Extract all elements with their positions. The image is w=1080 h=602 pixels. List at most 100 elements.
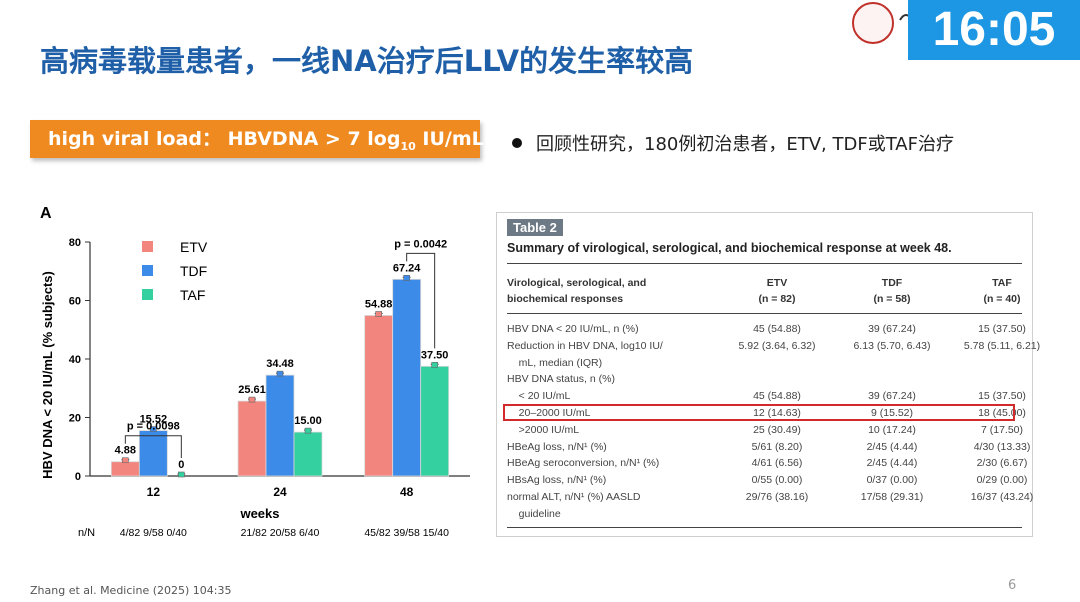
legend-label-etv: ETV bbox=[180, 239, 208, 255]
error-marker bbox=[431, 362, 438, 368]
table-cell-c0: < 20 IU/mL bbox=[507, 390, 571, 403]
p-value-annotation: p = 0.0098 bbox=[127, 421, 180, 433]
nN-values: 4/82 9/58 0/40 bbox=[120, 527, 187, 539]
bar-taf-24 bbox=[293, 431, 323, 477]
legend-label-taf: TAF bbox=[180, 287, 205, 303]
table-cell-c1: 5.92 (3.64, 6.32) bbox=[738, 339, 816, 352]
bar-etv-12 bbox=[110, 461, 140, 477]
table-cell-c0: 20–2000 IU/mL bbox=[507, 407, 591, 419]
y-axis-label: HBV DNA < 20 IU/mL (% subjects) bbox=[40, 271, 55, 479]
data-label: 4.88 bbox=[115, 445, 136, 457]
nN-values: 45/82 39/58 15/40 bbox=[364, 527, 449, 539]
table-cell-c1: 5/61 (8.20) bbox=[751, 440, 803, 453]
error-marker bbox=[276, 370, 284, 377]
legend-label-tdf: TDF bbox=[180, 263, 207, 279]
table-cell-c0: Reduction in HBV DNA, log10 IU/ bbox=[507, 339, 663, 352]
bar-chart: A HBV DNA < 20 IU/mL (% subjects) weeks … bbox=[40, 205, 470, 539]
table-cell-c0: mL, median (IQR) bbox=[507, 356, 603, 369]
banner-tail: IU/mL bbox=[415, 128, 484, 150]
table-cell-c0: HBsAg loss, n/N¹ (%) bbox=[507, 474, 607, 487]
table-cell-c3: 4/30 (13.33) bbox=[973, 440, 1031, 453]
table-cell-c2: 17/58 (29.31) bbox=[860, 491, 924, 503]
slide-title: 高病毒载量患者，一线NA治疗后LLV的发生率较高 bbox=[40, 44, 694, 78]
table-cell-c0: guideline bbox=[507, 507, 561, 520]
data-label: 37.50 bbox=[421, 349, 449, 361]
table-cell-c2: 6.13 (5.70, 6.43) bbox=[853, 339, 931, 352]
bar-etv-48 bbox=[364, 315, 394, 477]
header-etv-n: (n = 82) bbox=[758, 293, 796, 305]
data-label: 67.24 bbox=[393, 262, 421, 274]
table-row: HBsAg loss, n/N¹ (%) 0/55 (0.00) 0/37 (0.0… bbox=[507, 474, 1027, 488]
table-cell-c1: 4/61 (6.56) bbox=[751, 457, 803, 470]
bar-tdf-12 bbox=[138, 430, 168, 477]
significance-bracket bbox=[124, 435, 182, 458]
legend-swatch-tdf bbox=[142, 265, 153, 276]
table-cell-c1: 25 (30.49) bbox=[753, 423, 801, 436]
data-label: 54.88 bbox=[365, 298, 393, 310]
table-cell-c3: 15 (37.50) bbox=[978, 323, 1026, 335]
timer-display: 16:05 bbox=[908, 0, 1080, 60]
banner-text: high viral load： HBVDNA > 7 log bbox=[48, 128, 401, 150]
y-tick-label: 80 bbox=[69, 237, 81, 249]
table-cell-c0: >2000 IU/mL bbox=[507, 423, 580, 436]
criteria-banner: high viral load： HBVDNA > 7 log10 IU/mL bbox=[30, 120, 484, 158]
table-cell-c1: 0/55 (0.00) bbox=[751, 474, 803, 487]
table-cell-c3: 2/30 (6.67) bbox=[976, 457, 1028, 470]
error-marker bbox=[178, 471, 185, 478]
data-label: 15.52 bbox=[140, 414, 168, 426]
table-cell-c1: 45 (54.88) bbox=[753, 390, 801, 403]
error-marker bbox=[403, 275, 410, 281]
study-bullet: 回顾性研究，180例初治患者，ETV, TDF或TAF治疗 bbox=[512, 130, 954, 156]
banner-subscript: 10 bbox=[400, 139, 416, 153]
table-cell-c2: 9 (15.52) bbox=[870, 407, 914, 419]
bar-etv-24 bbox=[237, 400, 267, 477]
header-tdf: TDF bbox=[881, 277, 903, 289]
table-cell-c3: 5.78 (5.11, 6.21) bbox=[963, 339, 1041, 352]
error-marker bbox=[248, 396, 256, 403]
table-cell-c2: 2/45 (4.44) bbox=[866, 440, 918, 453]
data-label: 15.00 bbox=[294, 415, 322, 427]
table-rule-top bbox=[507, 263, 1022, 264]
table-caption: Summary of virological, serological, and… bbox=[507, 241, 952, 255]
table-row: HBeAg loss, n/N¹ (%) 5/61 (8.20) 2/45 (4.4… bbox=[507, 440, 1030, 455]
bullet-dot-icon bbox=[512, 138, 522, 148]
y-tick-label: 60 bbox=[69, 296, 81, 308]
header-col0-line1: Virological, serological, and bbox=[507, 277, 647, 289]
university-logo-icon bbox=[852, 2, 894, 44]
table-row: HBeAg seroconversion, n/N¹ (%) 4/61 (6.56… bbox=[507, 457, 1027, 471]
x-axis-label: weeks bbox=[239, 506, 279, 521]
table-row: Reduction in HBV DNA, log10 IU/5.92 (3.6… bbox=[507, 339, 1040, 354]
table-cell-c2: 10 (17.24) bbox=[868, 423, 916, 436]
y-tick-label: 40 bbox=[69, 354, 81, 366]
bar-tdf-24 bbox=[265, 374, 295, 477]
table-cell-c0: HBeAg loss, n/N¹ (%) bbox=[507, 440, 607, 453]
table-cell-c0: HBV DNA status, n (%) bbox=[507, 373, 615, 386]
table-cell-c2: 2/45 (4.44) bbox=[866, 457, 918, 470]
table-cell-c0: normal ALT, n/N¹ (%) AASLD bbox=[507, 491, 641, 503]
header-tdf-n: (n = 58) bbox=[873, 293, 911, 305]
y-tick-label: 20 bbox=[69, 413, 81, 425]
table-row: >2000 IU/mL 25 (30.49) 10 (17.24) 7 (17.50) bbox=[507, 423, 1023, 438]
y-tick-label: 0 bbox=[75, 471, 81, 483]
bullet-text: 回顾性研究，180例初治患者，ETV, TDF或TAF治疗 bbox=[536, 134, 954, 155]
page-number: 6 bbox=[1008, 578, 1017, 593]
table-row: mL, median (IQR) bbox=[507, 357, 1022, 371]
error-marker bbox=[150, 426, 157, 432]
table-row: 20–2000 IU/mL 12 (14.63) 9 (15.52) 18 (45.0… bbox=[507, 407, 1026, 421]
table-cell-c3: 15 (37.50) bbox=[978, 390, 1026, 403]
table-cell-c2: 0/37 (0.00) bbox=[866, 474, 918, 487]
bar-tdf-48 bbox=[392, 278, 422, 477]
highlight-box bbox=[503, 404, 1015, 421]
results-table: Table 2 Summary of virological, serologi… bbox=[496, 212, 1040, 537]
table-row: < 20 IU/mL 45 (54.88) 39 (67.24) 15 (37.50) bbox=[507, 390, 1026, 404]
nN-values: 21/82 20/58 6/40 bbox=[241, 527, 320, 539]
x-tick-label: 24 bbox=[273, 485, 287, 499]
x-tick-label: 48 bbox=[400, 485, 414, 499]
table-cell-c0: HBeAg seroconversion, n/N¹ (%) bbox=[507, 457, 660, 470]
table-cell-c1: 12 (14.63) bbox=[753, 407, 801, 419]
header-taf-n: (n = 40) bbox=[983, 293, 1021, 305]
error-marker bbox=[304, 427, 312, 434]
header-etv: ETV bbox=[766, 277, 788, 289]
x-tick-label: 12 bbox=[147, 485, 161, 499]
table-row: HBV DNA < 20 IU/mL, n (%) 45 (54.88) 39 (6… bbox=[507, 323, 1026, 337]
